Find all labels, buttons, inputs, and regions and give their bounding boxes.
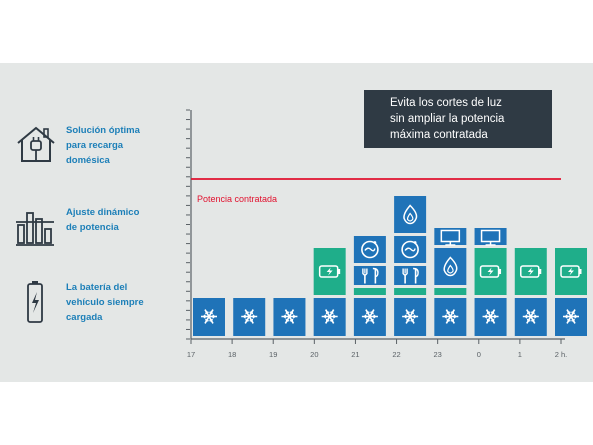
sidebar-text-home-charging: Solución óptima para recarga domésica <box>66 125 140 166</box>
bar-stack-19 <box>273 298 306 336</box>
snowflake-icon <box>442 309 459 324</box>
flame-icon <box>443 256 458 277</box>
x-tick-label: 20 <box>310 350 318 359</box>
battery-icon <box>479 265 502 278</box>
monitor-icon <box>440 229 461 246</box>
snowflake-icon <box>361 309 378 324</box>
x-tick-label: 22 <box>392 350 400 359</box>
bar-stack-21 <box>353 236 386 336</box>
battery-icon <box>520 265 542 278</box>
battery-icon <box>560 265 582 278</box>
house-plug-icon <box>17 126 55 162</box>
monitor-icon <box>480 229 501 246</box>
x-tick-label: 18 <box>228 350 236 359</box>
sidebar-text-dynamic-adjust: Ajuste dinámico de potencia <box>66 207 140 233</box>
x-tick-label: 0 <box>477 350 481 359</box>
x-tick-label: 21 <box>351 350 359 359</box>
bar-segment-battery <box>353 288 386 295</box>
snowflake-icon <box>281 309 298 324</box>
callout-line: máxima contratada <box>390 129 488 141</box>
battery-charge-icon <box>27 281 43 323</box>
bar-stack-2h <box>555 248 587 336</box>
sidebar-text-battery-charged: La batería del vehículo siempre cargada <box>66 282 144 323</box>
cutlery-icon <box>402 267 419 284</box>
contracted-power-label: Potencia contratada <box>197 194 277 204</box>
snowflake-icon <box>201 309 217 324</box>
snowflake-icon <box>402 309 419 324</box>
snowflake-icon <box>241 309 258 324</box>
x-tick-label: 19 <box>269 350 277 359</box>
bar-segment-cutlery <box>353 266 386 285</box>
snowflake-icon <box>321 309 338 324</box>
bar-stack-20 <box>313 248 346 336</box>
callout-line: sin ampliar la potencia <box>390 113 505 125</box>
callout-box: Evita los cortes de luz sin ampliar la p… <box>364 90 552 148</box>
bar-segment-battery <box>434 288 467 295</box>
sidebar-item-dynamic-adjust: Ajuste dinámico de potencia <box>14 205 174 265</box>
bar-segment-battery <box>394 288 427 295</box>
sidebar-item-home-charging: Solución óptima para recarga domésica <box>14 123 174 183</box>
x-tick-label: 23 <box>433 350 441 359</box>
bar-stack-1 <box>514 248 547 336</box>
bar-segment-cutlery <box>394 266 427 285</box>
battery-icon <box>318 265 341 278</box>
bar-stack-17 <box>193 298 225 336</box>
bar-stack-18 <box>233 298 266 336</box>
bar-stack-0 <box>474 228 507 336</box>
sidebar-item-battery-charged: La batería del vehículo siempre cargada <box>14 280 174 340</box>
callout-line: Evita los cortes de luz <box>390 97 502 109</box>
snowflake-icon <box>563 309 579 324</box>
snowflake-icon <box>522 309 539 324</box>
dynamic-adjust-icon <box>16 212 54 246</box>
washer-icon <box>401 240 419 259</box>
x-tick-label: 2 h. <box>555 350 568 359</box>
bar-stack-22 <box>394 196 427 336</box>
flame-icon <box>403 204 418 225</box>
x-tick-label: 1 <box>518 350 522 359</box>
snowflake-icon <box>482 309 499 324</box>
washer-icon <box>361 240 379 259</box>
x-tick-label: 17 <box>187 350 195 359</box>
cutlery-icon <box>362 267 379 284</box>
bar-stack-23 <box>434 228 467 336</box>
